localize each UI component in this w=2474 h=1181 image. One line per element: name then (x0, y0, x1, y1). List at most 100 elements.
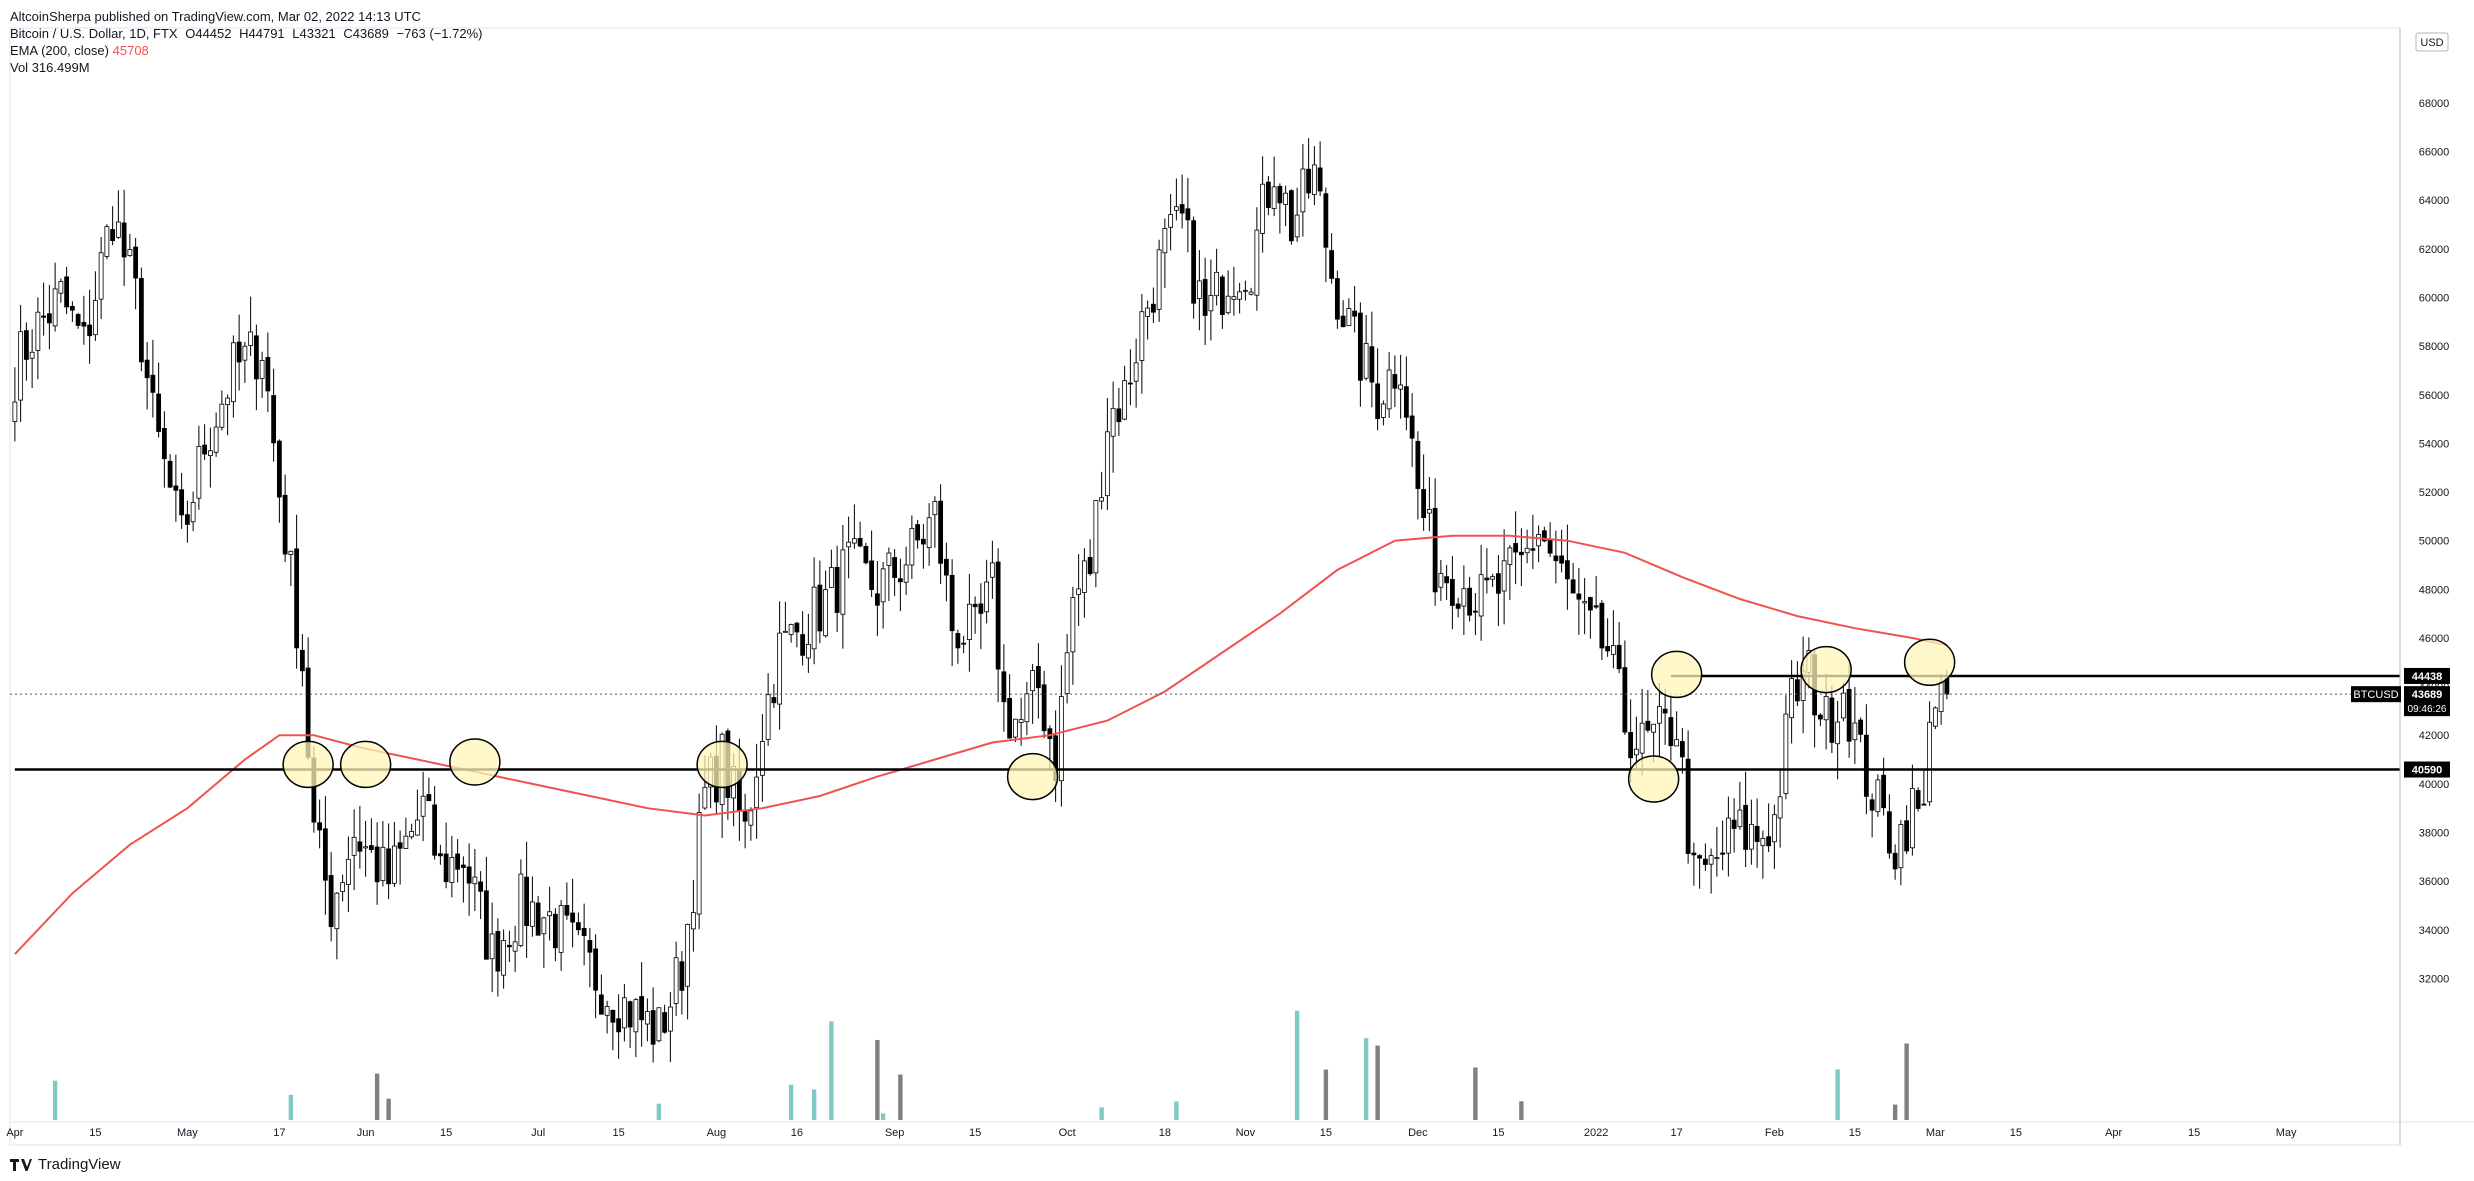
candle-body (1691, 852, 1697, 856)
highlight-circle[interactable] (1627, 755, 1680, 803)
candle-body (1214, 271, 1220, 297)
level-price-tag (2404, 667, 2450, 684)
time-tick-label: 15 (2188, 1127, 2200, 1139)
candle-body (46, 313, 52, 324)
candle-body (1771, 814, 1777, 843)
candle-body (650, 1010, 656, 1045)
volume-bar (1363, 1038, 1369, 1120)
candle-body (1518, 551, 1524, 556)
candle-body (926, 517, 932, 549)
candle-body (1777, 796, 1783, 819)
candle-body (1070, 597, 1076, 653)
candle-body (1823, 696, 1829, 721)
candle-body (1369, 346, 1375, 383)
candle-body (621, 997, 627, 1029)
volume-bar (656, 1103, 662, 1120)
time-tick-label: May (2276, 1127, 2297, 1139)
candle-body (299, 649, 305, 672)
candle-body (397, 842, 403, 849)
candle-body (1093, 500, 1099, 574)
candle-body (144, 359, 150, 379)
highlight-circle[interactable] (1903, 638, 1956, 687)
candle-body (489, 933, 495, 960)
time-tick-label: Sep (885, 1127, 905, 1139)
price-tick-label: 46000 (2419, 633, 2450, 645)
candle-body (1271, 186, 1277, 209)
candle-body (1467, 587, 1473, 616)
highlight-circle[interactable] (1006, 752, 1059, 801)
highlight-circle[interactable] (1650, 650, 1703, 699)
time-tick-label: Jul (531, 1127, 545, 1139)
candle-body (1702, 858, 1708, 865)
candle-body (547, 911, 553, 917)
candle-body (391, 845, 397, 884)
candle-body (1932, 707, 1938, 727)
volume-bar (52, 1080, 58, 1120)
candle-body (1444, 576, 1450, 584)
candle-body (1587, 597, 1593, 611)
candle-body (1490, 576, 1496, 580)
candle-body (213, 426, 219, 453)
candle-body (1484, 577, 1490, 581)
vol-line[interactable]: Vol 316.499M (10, 59, 483, 76)
candle-body (1915, 790, 1921, 809)
highlight-circle[interactable] (339, 740, 392, 789)
candle-body (1679, 741, 1685, 758)
candle-body (1582, 601, 1588, 604)
candle-body (765, 694, 771, 740)
candle-body (690, 912, 696, 930)
volume-bar (1473, 1067, 1478, 1120)
highlight-circle[interactable] (696, 740, 748, 789)
candle-body (1398, 384, 1404, 390)
candle-body (1202, 279, 1208, 316)
highlight-circle[interactable] (449, 738, 501, 786)
highlight-circle[interactable] (1800, 645, 1852, 694)
candle-body (558, 905, 564, 953)
candle-body (501, 940, 507, 976)
time-tick-label: 15 (969, 1127, 981, 1139)
time-tick-label: 2022 (1584, 1127, 1608, 1139)
volume-bar (1519, 1101, 1524, 1120)
candle-body (1530, 548, 1536, 551)
vol-label: Vol (10, 60, 29, 75)
candle-body (1352, 310, 1358, 317)
candle-body (1306, 168, 1312, 194)
candle-body (1605, 646, 1611, 652)
candle-body (282, 494, 288, 555)
candle-body (478, 881, 484, 892)
volume-bar (788, 1084, 794, 1120)
candle-body (1633, 748, 1639, 756)
candle-body (1110, 407, 1116, 437)
candle-body (271, 395, 277, 444)
candle-body (225, 397, 231, 405)
candle-body (317, 822, 323, 831)
candle-body (794, 622, 800, 633)
candle-body (1300, 168, 1306, 213)
footer-brand: TradingView (38, 1156, 121, 1173)
candle-body (529, 901, 535, 927)
candle-body (1455, 603, 1461, 609)
volume-bar (386, 1098, 391, 1120)
candle-body (1081, 560, 1087, 593)
candle-body (380, 846, 386, 882)
candle-body (1012, 718, 1018, 738)
candle-body (374, 846, 380, 883)
currency-badge[interactable]: USD (2415, 32, 2449, 52)
price-axis[interactable]: 3200034000360003800040000420004400046000… (2419, 98, 2450, 985)
candle-body (1559, 555, 1565, 564)
time-tick-label: 16 (791, 1127, 803, 1139)
highlight-circle[interactable] (282, 740, 334, 789)
candle-body (1524, 547, 1530, 554)
symbol-tag-label: BTCUSD (2353, 689, 2398, 701)
candle-body (759, 741, 765, 776)
price-tick-label: 52000 (2419, 487, 2450, 499)
time-axis[interactable]: Apr 15 May 17 Jun 15 Jul 15 Aug 16 Sep 15 Oct 18 Nov 15… (6, 1127, 2297, 1139)
ema-line[interactable]: EMA (200, close) 45708 (10, 42, 483, 59)
candle-body (133, 246, 139, 279)
candle-body (1610, 645, 1616, 655)
time-tick-label: Apr (2105, 1127, 2122, 1139)
candle-body (1139, 311, 1145, 361)
candle-body (1656, 706, 1662, 724)
candle-body (564, 904, 570, 916)
